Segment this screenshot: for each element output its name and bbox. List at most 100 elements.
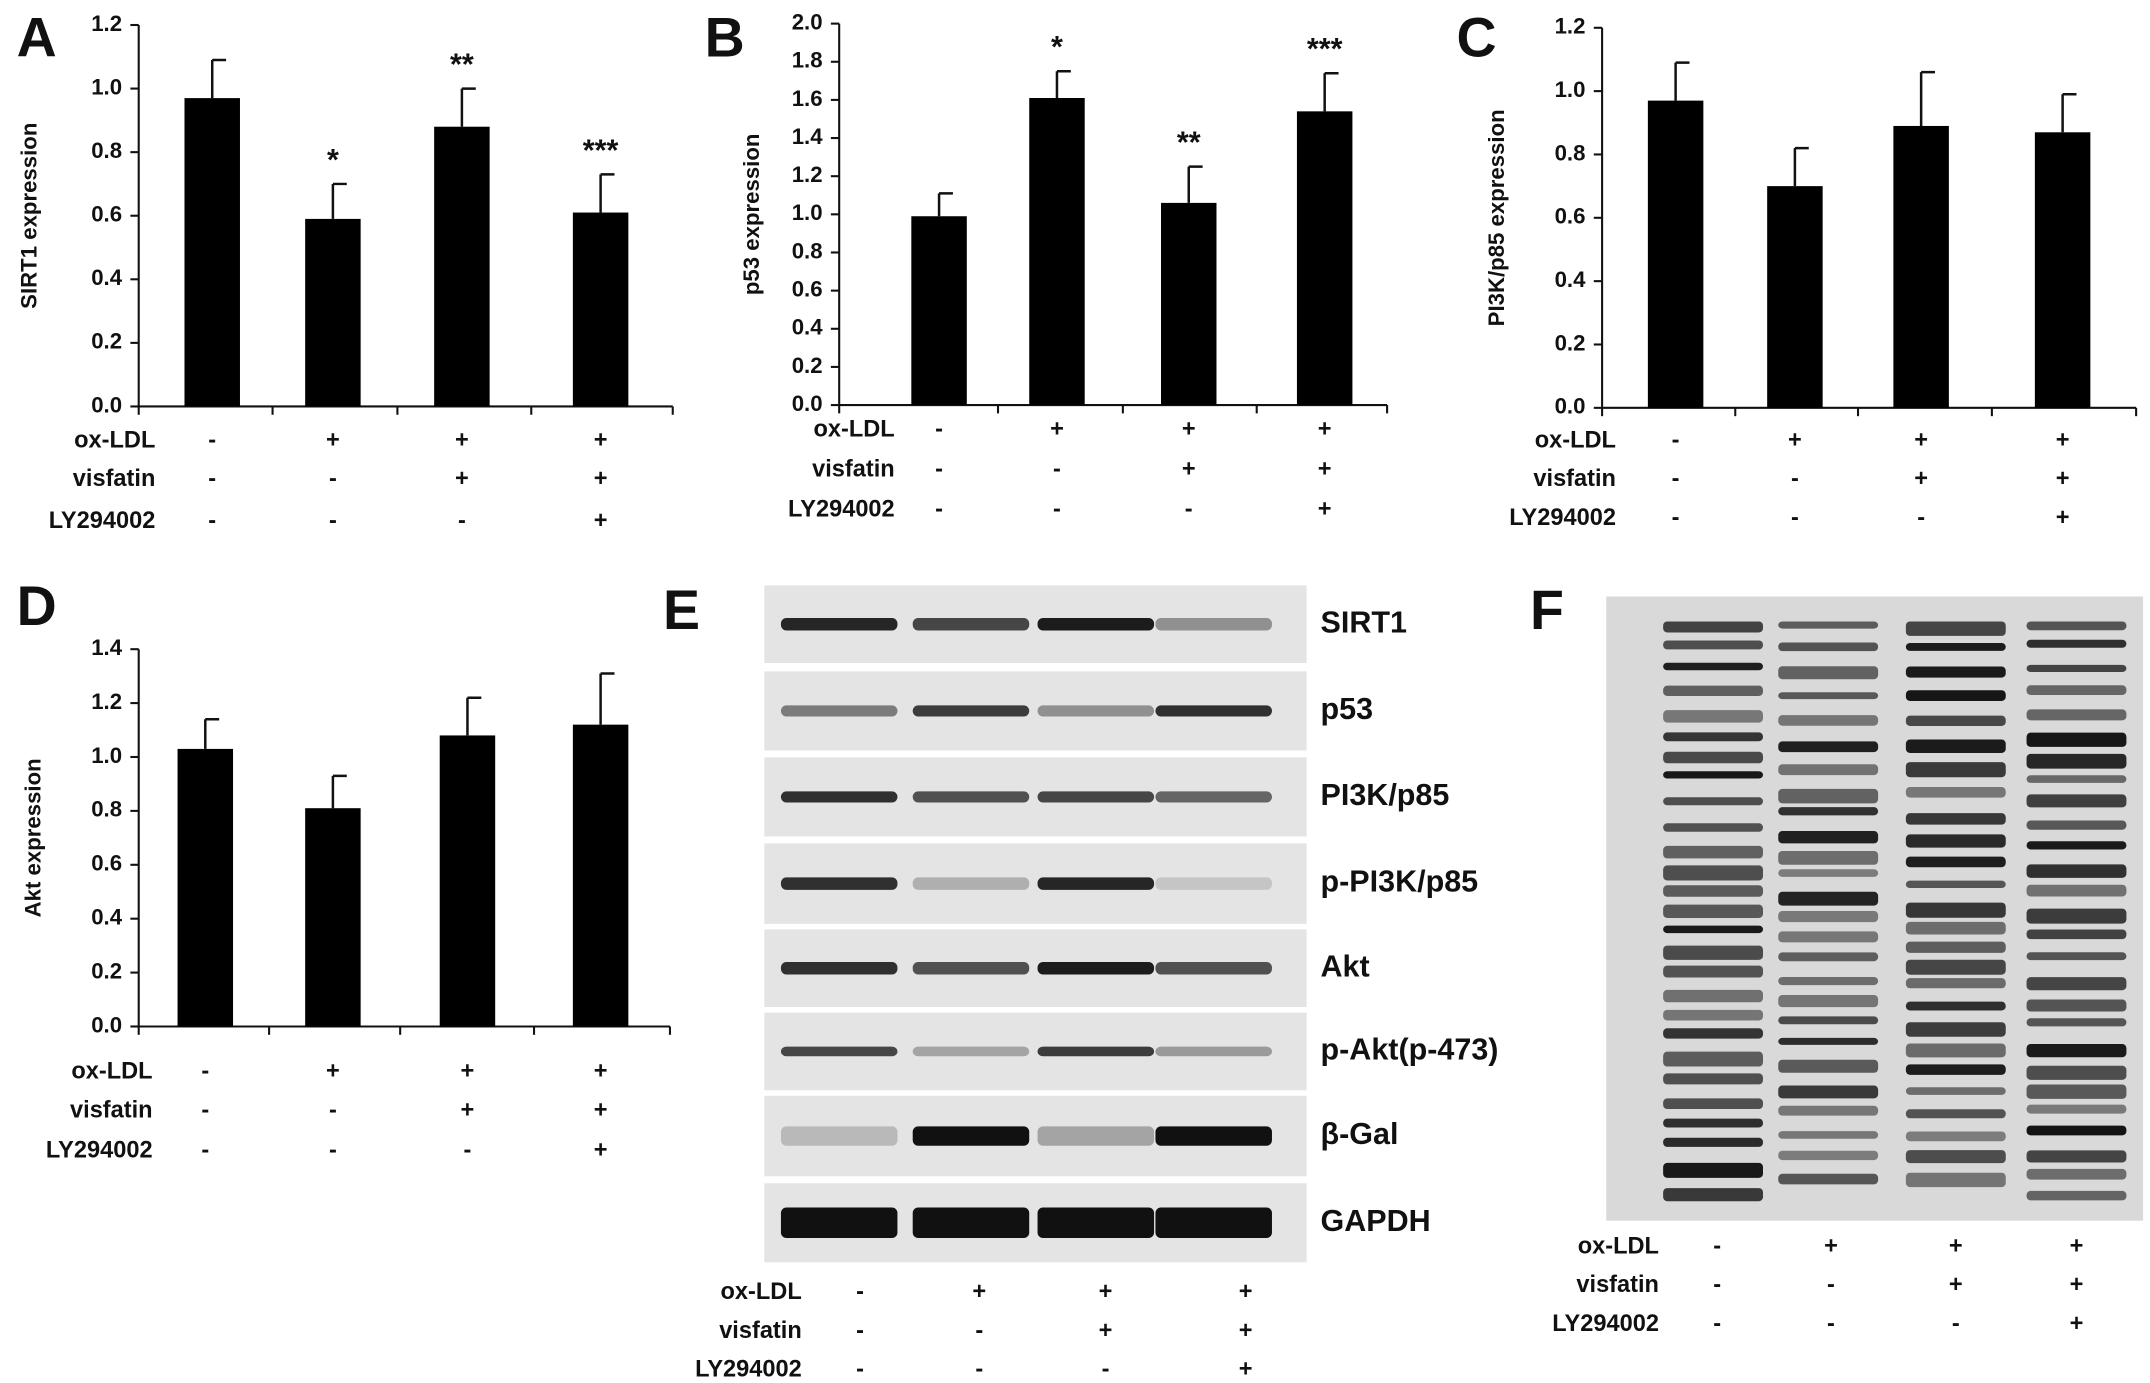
blot-band xyxy=(1155,1126,1272,1146)
treatment-sign: + xyxy=(461,1096,475,1122)
y-tick-label: 1.6 xyxy=(792,86,823,111)
treatment-sign: - xyxy=(935,455,943,481)
blot-band xyxy=(912,1046,1030,1057)
ladder-band xyxy=(1905,978,2006,989)
error-bar xyxy=(466,696,482,736)
blot-band xyxy=(912,961,1030,975)
y-tick-label: 0.6 xyxy=(91,851,122,876)
blot-band xyxy=(1037,1046,1155,1057)
ladder-band xyxy=(1778,807,1879,816)
y-tick-label: 0.2 xyxy=(792,353,823,378)
significance-label: *** xyxy=(1307,32,1343,66)
treatment-sign: + xyxy=(594,465,608,491)
treatment-sign: - xyxy=(935,496,943,522)
blot-band xyxy=(1155,791,1272,803)
ladder-band xyxy=(2026,664,2127,673)
error-bar xyxy=(599,672,615,725)
band-label: Akt xyxy=(1321,949,1370,983)
ladder-band xyxy=(1778,1131,1879,1139)
blot-band xyxy=(780,1046,898,1057)
treatment-label: visfatin xyxy=(812,455,895,481)
treatment-sign: - xyxy=(329,507,337,533)
treatment-sign: - xyxy=(1917,504,1925,530)
y-tick-label: 0.6 xyxy=(91,202,122,227)
ladder-band xyxy=(2026,753,2127,769)
band-label: SIRT1 xyxy=(1321,605,1407,639)
ladder-band xyxy=(1778,692,1879,700)
treatment-sign: + xyxy=(1099,1317,1113,1343)
bar xyxy=(1893,125,1949,408)
treatment-sign: - xyxy=(1672,426,1680,452)
ladder-band xyxy=(1663,751,1763,764)
y-tick-label: 1.2 xyxy=(91,689,122,714)
y-tick-label: 0.6 xyxy=(1555,204,1586,229)
ladder-band xyxy=(2026,908,2127,924)
treatment-sign: + xyxy=(1318,496,1332,522)
treatment-label: ox-LDL xyxy=(74,426,155,452)
treatment-sign: - xyxy=(208,507,216,533)
treatment-sign: + xyxy=(1318,415,1332,441)
y-tick-label: 0.8 xyxy=(792,238,823,263)
panel-label: A xyxy=(17,6,57,68)
treatment-sign: + xyxy=(2070,1271,2084,1297)
ladder-band xyxy=(1663,732,1763,742)
y-tick-label: 0.8 xyxy=(1555,140,1586,165)
ladder-band xyxy=(1905,1087,2006,1095)
blot-band xyxy=(780,791,898,803)
ladder-band xyxy=(1905,1150,2006,1164)
y-axis-label: Akt expression xyxy=(21,758,46,917)
panel-label: F xyxy=(1530,579,1564,641)
bar xyxy=(434,126,490,407)
treatment-sign: + xyxy=(2056,504,2070,530)
treatment-sign: - xyxy=(458,507,466,533)
y-tick-label: 0.4 xyxy=(91,905,123,930)
y-axis-label: SIRT1 expression xyxy=(16,123,41,309)
ladder-band xyxy=(2026,1043,2127,1058)
treatment-sign: + xyxy=(1318,455,1332,481)
significance-label: *** xyxy=(583,133,619,167)
bar xyxy=(439,735,496,1027)
ladder-band xyxy=(1663,904,1763,918)
ladder-band xyxy=(1663,885,1763,897)
ladder-band xyxy=(2026,1125,2127,1136)
ladder-band xyxy=(1778,911,1879,923)
ladder-band xyxy=(1778,642,1879,652)
error-bar xyxy=(599,173,615,213)
treatment-label: visfatin xyxy=(719,1317,802,1343)
ladder-band xyxy=(1663,621,1763,633)
error-bar xyxy=(204,718,220,749)
ladder-band xyxy=(2026,952,2127,961)
ladder-band xyxy=(1778,995,1879,1008)
blot-band xyxy=(912,617,1030,631)
bar xyxy=(1161,202,1217,406)
blot-band xyxy=(1155,1046,1272,1057)
ladder-band xyxy=(1778,741,1879,753)
treatment-sign: + xyxy=(594,426,608,452)
ladder-band xyxy=(1778,788,1879,804)
ladder-band xyxy=(1778,977,1879,986)
y-tick-label: 0.4 xyxy=(1555,267,1587,292)
blot-band xyxy=(912,791,1030,803)
panel-label: D xyxy=(17,575,57,637)
treatment-sign: - xyxy=(201,1057,209,1083)
ladder-band xyxy=(1778,831,1879,844)
bar xyxy=(911,216,967,406)
y-tick-label: 0.0 xyxy=(1555,394,1586,419)
bar xyxy=(572,724,629,1027)
bar xyxy=(1029,97,1085,406)
treatment-sign: + xyxy=(2056,465,2070,491)
ladder-band xyxy=(1663,662,1763,671)
treatment-sign: - xyxy=(1672,465,1680,491)
treatment-sign: - xyxy=(1791,465,1799,491)
ladder-band xyxy=(1905,1022,2006,1037)
treatment-sign: - xyxy=(1827,1310,1835,1336)
y-tick-label: 1.0 xyxy=(91,74,122,99)
ladder-band xyxy=(1663,771,1763,779)
panel-label: E xyxy=(663,579,700,641)
ladder-band xyxy=(1663,945,1763,960)
blot-band xyxy=(780,1207,898,1239)
treatment-sign: + xyxy=(455,426,469,452)
ladder-band xyxy=(1663,845,1763,859)
treatment-sign: - xyxy=(1053,496,1061,522)
